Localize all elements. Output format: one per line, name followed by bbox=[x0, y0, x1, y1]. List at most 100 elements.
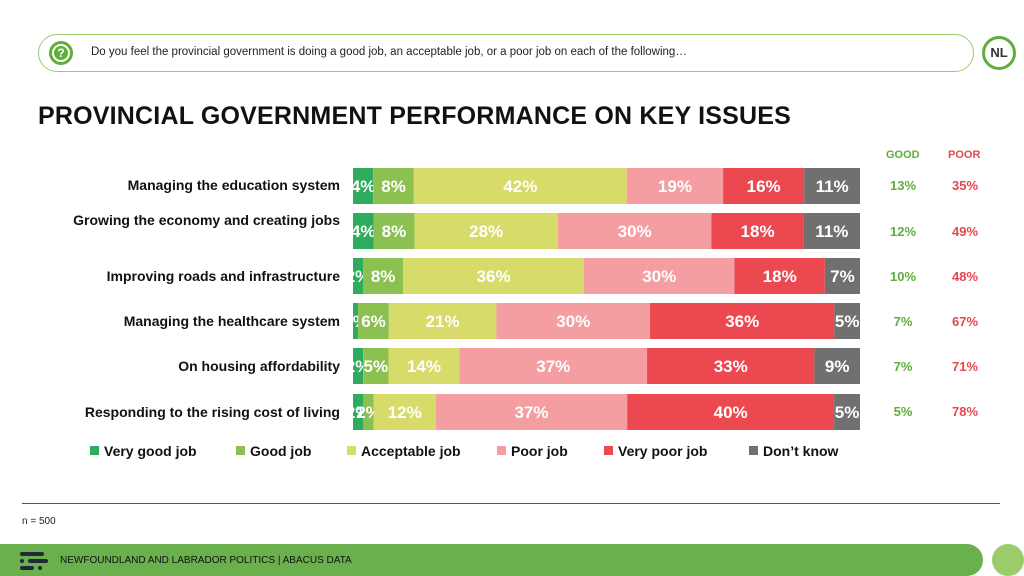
category-label: Managing the education system bbox=[127, 177, 340, 193]
legend-swatch bbox=[90, 446, 99, 455]
bar-value-label: 8% bbox=[381, 177, 406, 196]
bar-segment bbox=[557, 213, 712, 249]
bar-value-label: 30% bbox=[642, 267, 676, 286]
bar-segment bbox=[388, 303, 497, 339]
good-total: 13% bbox=[889, 178, 917, 193]
footer-circle bbox=[992, 544, 1024, 576]
legend-label: Acceptable job bbox=[361, 443, 461, 459]
bar-segment bbox=[627, 394, 835, 430]
poor-total: 35% bbox=[951, 178, 979, 193]
bar-value-label: 5% bbox=[835, 403, 860, 422]
bar-segment bbox=[583, 258, 735, 294]
good-total: 12% bbox=[889, 224, 917, 239]
bar-value-label: 12% bbox=[388, 403, 422, 422]
bar-segment bbox=[363, 348, 389, 384]
bar-segment bbox=[834, 394, 860, 430]
bar-segment bbox=[824, 258, 860, 294]
bar-value-label: 37% bbox=[536, 357, 570, 376]
bar-segment bbox=[650, 303, 835, 339]
legend-swatch bbox=[236, 446, 245, 455]
bar-segment bbox=[388, 348, 460, 384]
footer-source: NEWFOUNDLAND AND LABRADOR POLITICS | ABA… bbox=[60, 555, 352, 566]
bar-value-label: 19% bbox=[658, 177, 692, 196]
category-label: Managing the healthcare system bbox=[123, 313, 340, 329]
chart-title: PROVINCIAL GOVERNMENT PERFORMANCE ON KEY… bbox=[38, 102, 792, 130]
bar-segment bbox=[711, 213, 804, 249]
poor-total: 48% bbox=[951, 269, 979, 284]
legend-item: Very poor job bbox=[604, 443, 707, 459]
bar-value-label: 18% bbox=[741, 222, 775, 241]
bar-value-label: 16% bbox=[747, 177, 781, 196]
bar-segment bbox=[363, 394, 374, 430]
bar-segment bbox=[435, 394, 628, 430]
poor-total: 71% bbox=[951, 359, 979, 374]
footer-bar: NEWFOUNDLAND AND LABRADOR POLITICS | ABA… bbox=[0, 544, 983, 576]
legend-label: Good job bbox=[250, 443, 312, 459]
bar-segment bbox=[353, 303, 359, 339]
legend-swatch bbox=[749, 446, 758, 455]
bar-segment bbox=[353, 394, 364, 430]
bar-value-label: 8% bbox=[371, 267, 396, 286]
bar-segment bbox=[353, 258, 364, 294]
bar-value-label: 4% bbox=[351, 177, 376, 196]
bar-segment bbox=[353, 348, 364, 384]
legend-label: Poor job bbox=[511, 443, 568, 459]
bar-segment bbox=[413, 168, 627, 204]
bar-value-label: 36% bbox=[477, 267, 511, 286]
bar-segment bbox=[373, 213, 415, 249]
bar-value-label: 42% bbox=[503, 177, 537, 196]
bar-segment bbox=[803, 213, 860, 249]
survey-question: Do you feel the provincial government is… bbox=[91, 46, 687, 58]
divider bbox=[22, 503, 1000, 504]
bar-segment bbox=[814, 348, 860, 384]
category-label: Responding to the rising cost of living bbox=[84, 404, 340, 420]
bar-value-label: 30% bbox=[556, 312, 590, 331]
poor-total: 67% bbox=[951, 314, 979, 329]
bar-value-label: 11% bbox=[815, 222, 848, 241]
good-column-header: GOOD bbox=[886, 149, 920, 161]
bar-value-label: 9% bbox=[825, 357, 850, 376]
legend-item: Good job bbox=[236, 443, 311, 459]
bar-value-label: 6% bbox=[361, 312, 386, 331]
bar-value-label: 21% bbox=[426, 312, 460, 331]
legend-label: Don’t know bbox=[763, 443, 839, 459]
bar-segment bbox=[414, 213, 558, 249]
legend-item: Poor job bbox=[497, 443, 568, 459]
question-icon: ? bbox=[49, 41, 73, 65]
bar-segment bbox=[647, 348, 815, 384]
bar-value-label: 5% bbox=[364, 357, 389, 376]
bar-segment bbox=[403, 258, 584, 294]
good-total: 7% bbox=[893, 359, 913, 374]
poor-column-header: POOR bbox=[948, 149, 981, 161]
good-total: 5% bbox=[893, 404, 913, 419]
legend-swatch bbox=[497, 446, 506, 455]
bar-value-label: 36% bbox=[725, 312, 759, 331]
bar-segment bbox=[373, 168, 414, 204]
category-label: Improving roads and infrastructure bbox=[106, 268, 340, 284]
nl-logo: NL bbox=[982, 36, 1016, 70]
bar-value-label: 37% bbox=[514, 403, 548, 422]
category-label: Growing the economy and creating jobs bbox=[73, 212, 340, 228]
bar-value-label: 33% bbox=[714, 357, 748, 376]
bar-value-label: 40% bbox=[714, 403, 748, 422]
bar-segment bbox=[626, 168, 724, 204]
legend-item: Very good job bbox=[90, 443, 197, 459]
bar-value-label: 8% bbox=[382, 222, 407, 241]
legend-label: Very good job bbox=[104, 443, 197, 459]
good-total: 10% bbox=[889, 269, 917, 284]
bar-value-label: 18% bbox=[763, 267, 797, 286]
bar-segment bbox=[373, 394, 436, 430]
bar-segment bbox=[459, 348, 648, 384]
legend-swatch bbox=[604, 446, 613, 455]
legend-item: Acceptable job bbox=[347, 443, 461, 459]
bar-value-label: 4% bbox=[351, 222, 376, 241]
category-label: On housing affordability bbox=[178, 358, 340, 374]
poor-total: 78% bbox=[951, 404, 979, 419]
bar-segment bbox=[804, 168, 860, 204]
question-banner: ? Do you feel the provincial government … bbox=[38, 34, 974, 72]
bar-segment bbox=[363, 258, 404, 294]
sample-size-note: n = 500 bbox=[22, 516, 56, 527]
bar-value-label: 11% bbox=[816, 177, 849, 196]
bar-value-label: 14% bbox=[407, 357, 441, 376]
